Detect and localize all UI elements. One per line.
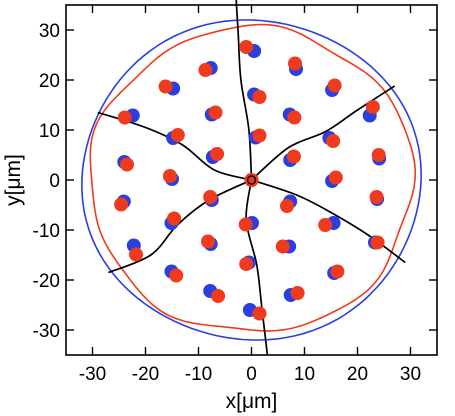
x-tick-label: 0 xyxy=(246,364,257,385)
red-point-21 xyxy=(326,134,341,148)
red-point-1 xyxy=(239,40,254,54)
red-point-33 xyxy=(280,199,294,213)
y-tick-label: 30 xyxy=(39,21,60,42)
red-point-14 xyxy=(114,197,129,212)
red-point-5 xyxy=(371,148,386,162)
red-point-19 xyxy=(252,90,267,104)
x-tick-label: -10 xyxy=(185,364,212,385)
red-point-26 xyxy=(201,234,215,249)
red-point-12 xyxy=(169,268,184,283)
red-point-15 xyxy=(120,157,134,172)
x-axis-label: x[μm] xyxy=(226,390,278,413)
red-point-32 xyxy=(286,149,301,164)
x-tick-label: 20 xyxy=(347,364,368,385)
spiral-curve-5 xyxy=(108,179,252,274)
x-axis-ticks: -30 -20 -10 0 10 20 30 xyxy=(79,5,421,385)
red-point-16 xyxy=(117,110,132,125)
data-points xyxy=(114,40,387,321)
red-point-20 xyxy=(287,110,302,125)
y-tick-label: 10 xyxy=(39,121,60,142)
red-point-24 xyxy=(275,239,290,254)
red-point-36 xyxy=(210,147,225,161)
red-point-23 xyxy=(318,218,333,232)
x-tick-label: -20 xyxy=(132,364,159,385)
red-point-35 xyxy=(203,190,218,204)
red-point-27 xyxy=(167,211,182,226)
red-point-7 xyxy=(370,235,385,250)
x-tick-label: 10 xyxy=(294,364,315,385)
red-point-10 xyxy=(252,306,267,321)
red-point-4 xyxy=(365,100,380,114)
red-point-11 xyxy=(211,289,226,303)
red-point-34 xyxy=(238,217,253,232)
y-axis-label: y[μm] xyxy=(2,154,25,206)
x-tick-label: -30 xyxy=(79,364,106,385)
red-boundary xyxy=(89,23,417,332)
red-point-6 xyxy=(369,190,384,204)
red-point-2 xyxy=(288,56,302,71)
red-point-25 xyxy=(239,257,254,271)
red-point-13 xyxy=(129,247,143,262)
red-point-22 xyxy=(328,170,343,185)
red-point-30 xyxy=(208,105,223,120)
spiral-curve-6 xyxy=(97,111,252,181)
spiral-curve-1 xyxy=(235,0,253,181)
boundary-curves xyxy=(81,19,422,341)
y-tick-label: -20 xyxy=(33,271,60,292)
spiral-curve-4 xyxy=(245,179,269,356)
y-tick-label: -30 xyxy=(33,321,60,342)
red-point-28 xyxy=(162,169,177,183)
x-tick-label: 30 xyxy=(400,364,421,385)
center-marker xyxy=(246,175,257,185)
y-axis-ticks: -30 -20 -10 0 10 20 30 xyxy=(33,21,437,342)
red-point-37 xyxy=(244,173,259,187)
y-tick-label: 20 xyxy=(39,71,60,92)
y-tick-label: -10 xyxy=(33,221,60,242)
red-point-9 xyxy=(290,286,305,300)
blue-boundary xyxy=(81,19,422,341)
red-point-29 xyxy=(170,128,185,142)
y-tick-label: 0 xyxy=(49,171,60,192)
red-point-8 xyxy=(330,264,345,279)
red-point-17 xyxy=(158,79,173,94)
red-point-3 xyxy=(327,78,342,93)
red-point-18 xyxy=(198,63,213,77)
red-point-31 xyxy=(252,128,267,143)
